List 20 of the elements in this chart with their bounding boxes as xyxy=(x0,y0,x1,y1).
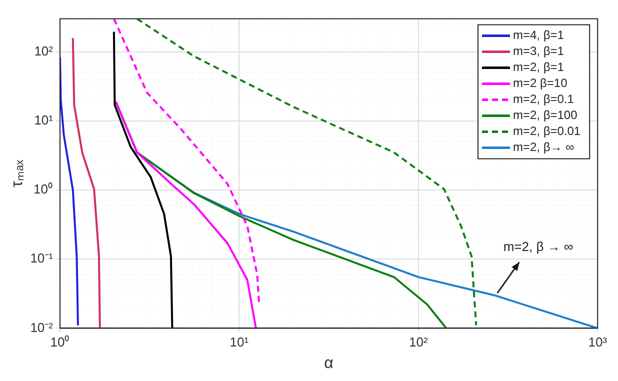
y-axis-title: τₘₐₓ xyxy=(9,158,26,188)
legend-label: m=3, β=1 xyxy=(512,44,564,58)
x-tick-label: 10³ xyxy=(588,334,608,350)
y-tick-label: 10⁻¹ xyxy=(30,250,54,266)
legend-label: m=2, β=0.1 xyxy=(512,92,574,106)
x-axis-title: α xyxy=(324,354,334,372)
y-tick-label: 10⁰ xyxy=(34,182,53,197)
y-tick-label: 10⁻² xyxy=(30,320,54,335)
legend-label: m=2, β=100 xyxy=(512,108,578,122)
legend-label: m=2, β=0.01 xyxy=(512,124,581,138)
legend-label: m=2, β=1 xyxy=(512,60,564,74)
annotation: m=2, β → ∞ xyxy=(503,238,574,254)
legend-label: m=4, β=1 xyxy=(512,28,564,42)
legend-label: m=2, β→ ∞ xyxy=(512,140,575,154)
x-tick-label: 10⁰ xyxy=(50,334,70,350)
y-tick-label: 10² xyxy=(34,43,54,58)
x-tick-label: 10¹ xyxy=(230,334,250,350)
legend-label: m=2 β=10 xyxy=(512,76,568,90)
x-tick-label: 10² xyxy=(409,334,428,350)
y-tick-label: 10¹ xyxy=(34,112,54,128)
